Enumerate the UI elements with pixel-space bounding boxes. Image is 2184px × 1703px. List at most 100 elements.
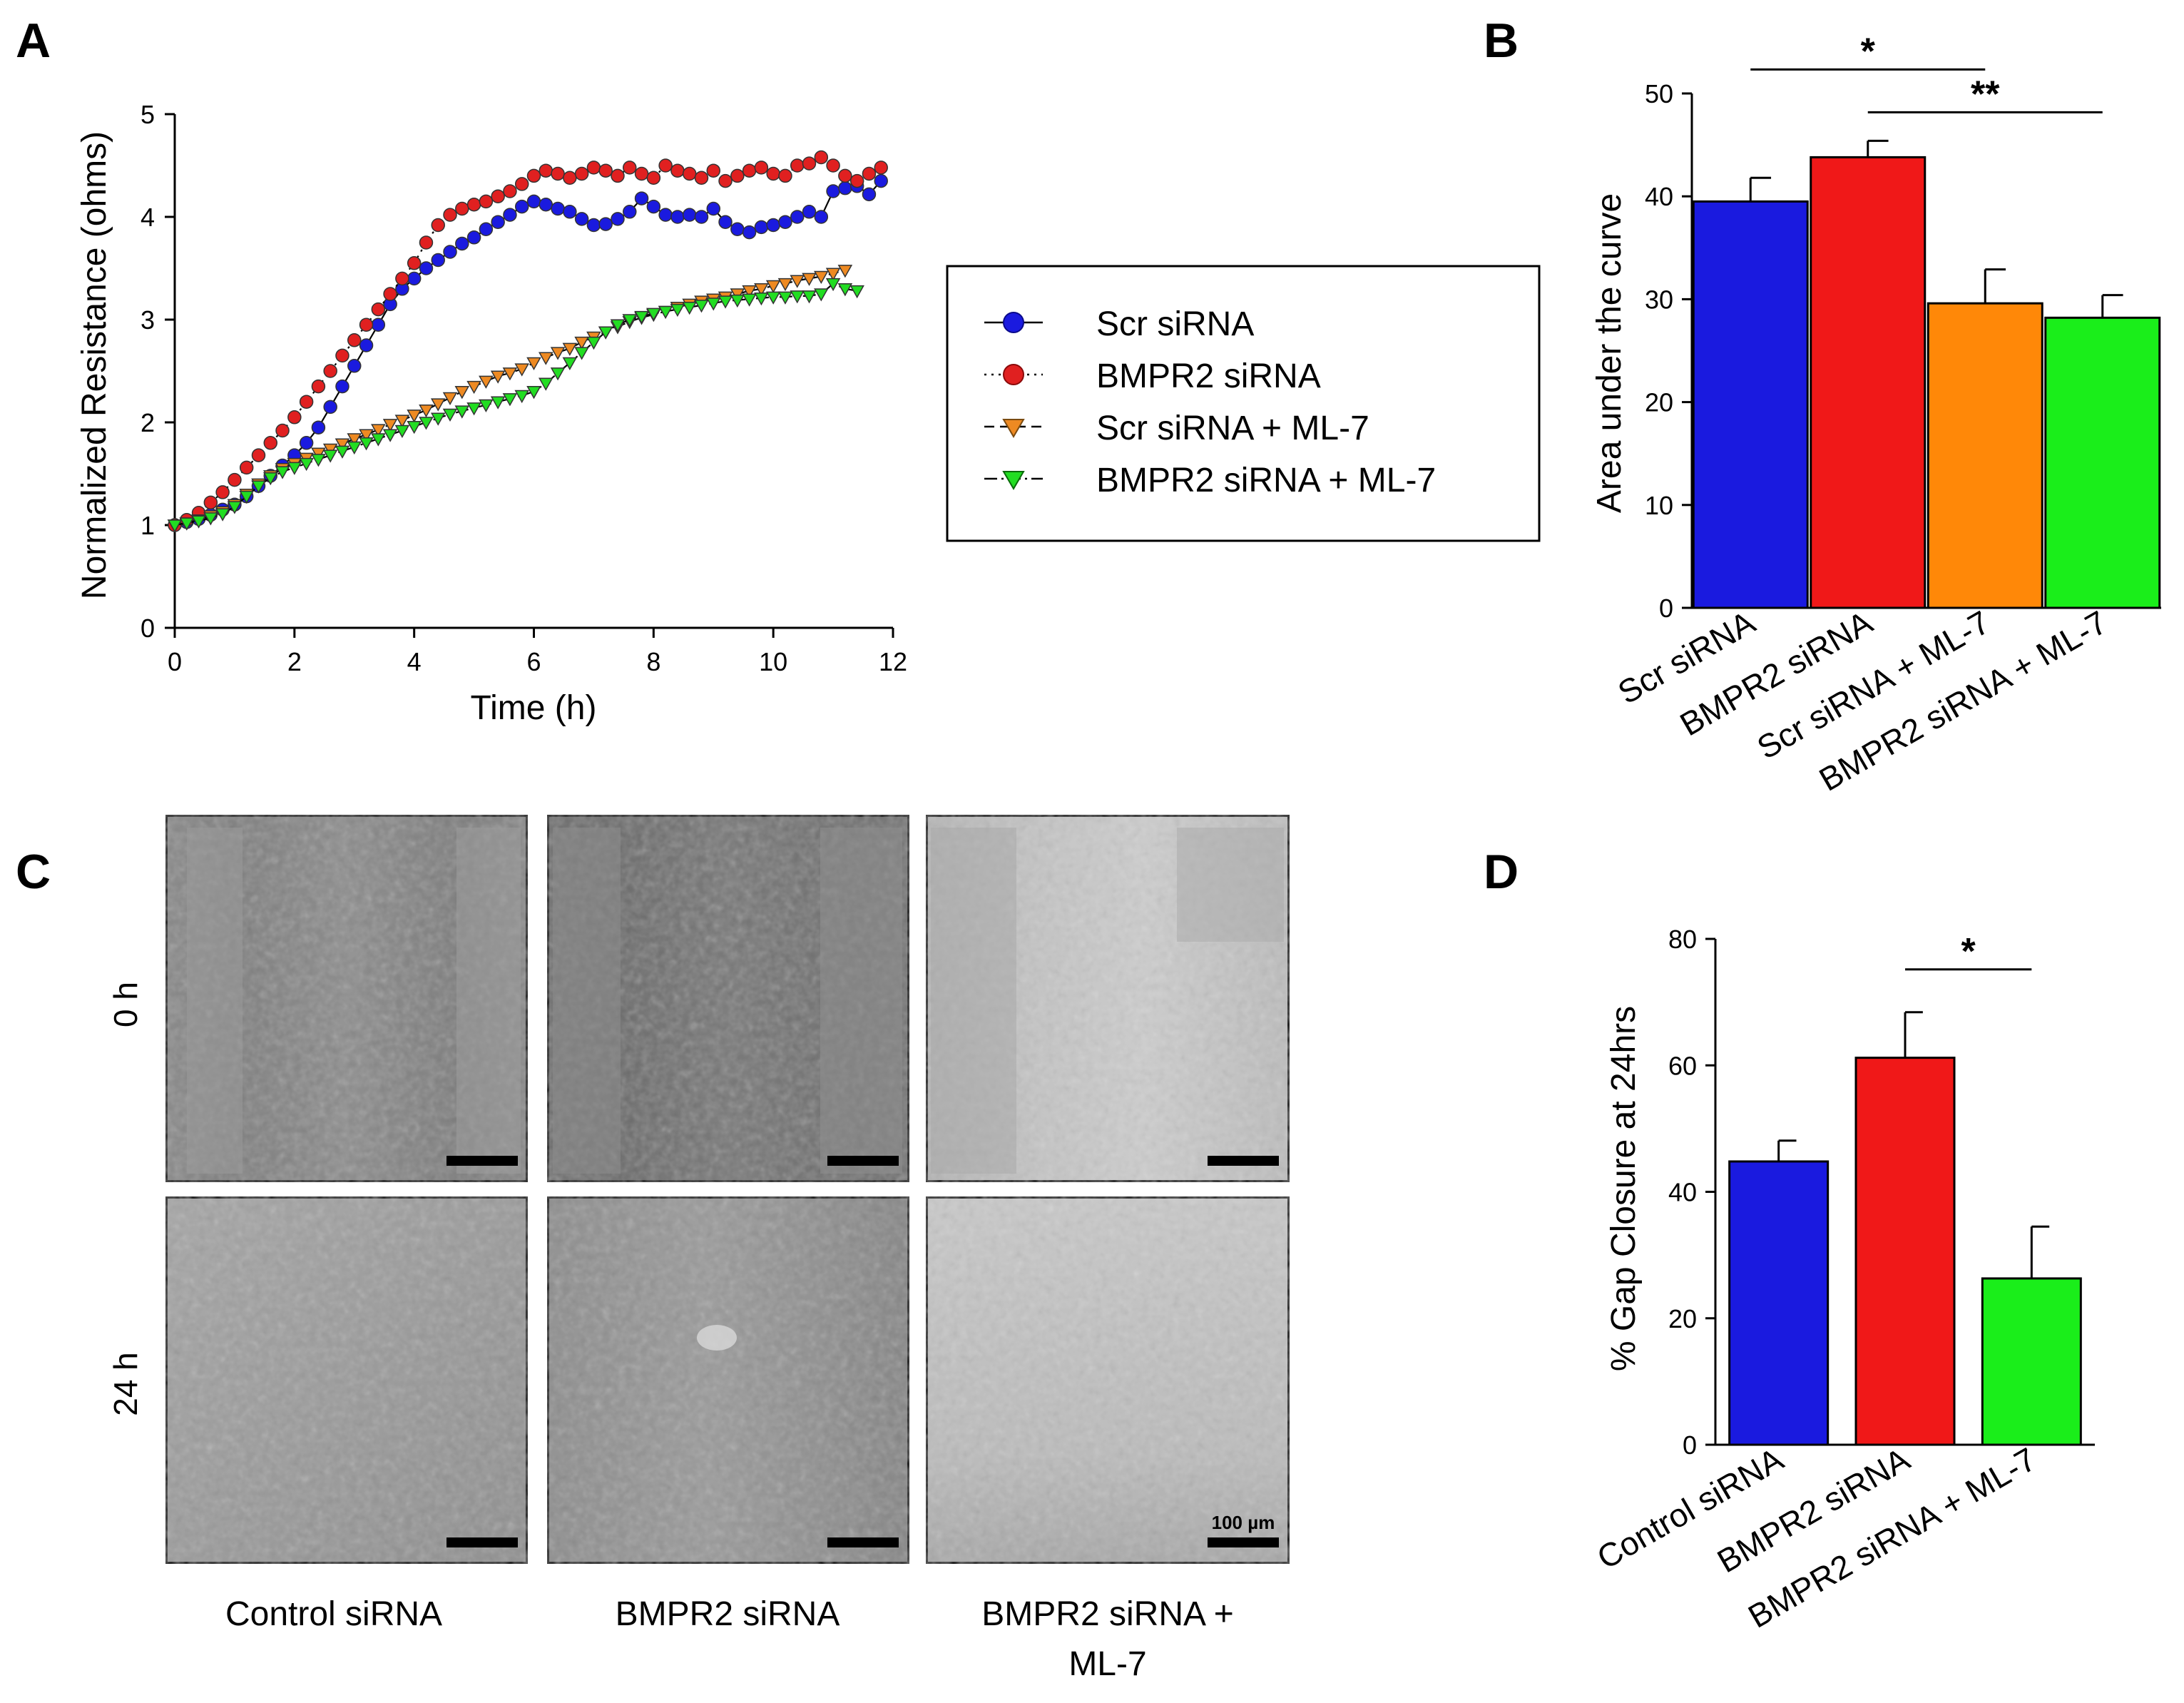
data-point bbox=[826, 184, 840, 198]
data-point bbox=[335, 445, 350, 459]
scale-bar-label: 100 µm bbox=[1212, 1512, 1275, 1533]
data-point bbox=[539, 352, 553, 365]
legend-marker-scr-ml7 bbox=[1002, 419, 1025, 438]
data-point bbox=[849, 173, 864, 188]
chart-a-ylabel: Normalized Resistance (ohms) bbox=[76, 131, 113, 599]
micrograph-control-24h bbox=[163, 1194, 530, 1566]
data-point bbox=[455, 201, 469, 216]
data-point bbox=[466, 230, 481, 245]
x-tick-label: 10 bbox=[759, 647, 787, 676]
y-tick-label: 0 bbox=[1683, 1430, 1697, 1460]
data-point bbox=[275, 466, 290, 479]
data-point bbox=[777, 278, 793, 292]
data-point bbox=[228, 472, 242, 487]
panel-label-b: B bbox=[1484, 14, 1519, 68]
scale-bar bbox=[827, 1156, 899, 1166]
scale-bar bbox=[1208, 1537, 1279, 1547]
legend-entry-scr-ml7: Scr siRNA + ML-7 bbox=[984, 410, 1369, 447]
data-point bbox=[251, 448, 266, 462]
data-point bbox=[837, 265, 853, 278]
data-point bbox=[598, 326, 613, 340]
data-point bbox=[323, 400, 337, 415]
chart-a-series bbox=[167, 150, 888, 533]
data-point bbox=[215, 508, 230, 522]
chart-d-significance: * bbox=[1905, 931, 2032, 972]
panel-label-d: D bbox=[1484, 845, 1519, 899]
data-point bbox=[742, 285, 757, 299]
data-point bbox=[466, 380, 481, 395]
legend-entry-scr: Scr siRNA bbox=[984, 305, 1254, 343]
data-point bbox=[574, 212, 589, 226]
data-point bbox=[299, 457, 314, 472]
data-point bbox=[514, 363, 529, 377]
data-point bbox=[227, 501, 243, 514]
bar bbox=[2044, 316, 2161, 609]
data-point bbox=[706, 163, 720, 178]
data-point bbox=[311, 379, 326, 394]
micrograph-bmpr2-0h bbox=[545, 813, 912, 1184]
data-point bbox=[359, 317, 374, 332]
column-label-bmpr2-ml7-line1: BMPR2 siRNA + bbox=[981, 1595, 1233, 1633]
data-point bbox=[754, 283, 769, 297]
data-point bbox=[622, 314, 638, 327]
data-point bbox=[623, 205, 637, 219]
data-point bbox=[490, 396, 506, 410]
data-point bbox=[814, 288, 829, 302]
chart-a-legend: Scr siRNA BMPR2 siRNA Scr siRNA + ML-7 B… bbox=[946, 265, 1541, 542]
data-point bbox=[742, 225, 757, 240]
data-point bbox=[862, 166, 877, 181]
y-tick-label: 4 bbox=[141, 203, 155, 232]
data-point bbox=[203, 495, 218, 510]
data-point bbox=[275, 423, 290, 438]
data-point bbox=[490, 370, 506, 384]
data-point bbox=[514, 390, 529, 404]
chart-b-axes: 0 10 20 30 40 50 bbox=[1645, 79, 2161, 623]
scale-bar bbox=[827, 1537, 899, 1547]
micrograph-control-0h bbox=[163, 813, 530, 1184]
data-point bbox=[503, 184, 517, 198]
legend-label-scr-ml7: Scr siRNA + ML-7 bbox=[1096, 410, 1369, 447]
legend-marker-scr bbox=[1003, 312, 1024, 333]
data-point bbox=[646, 307, 661, 321]
data-point bbox=[598, 163, 613, 178]
data-point bbox=[814, 270, 829, 285]
data-point bbox=[514, 177, 529, 191]
bar bbox=[1692, 200, 1809, 609]
panel-label-a: A bbox=[16, 14, 51, 68]
row-label-0h: 0 h bbox=[107, 982, 144, 1027]
data-point bbox=[442, 392, 458, 405]
data-point bbox=[634, 166, 649, 181]
data-point bbox=[718, 295, 733, 309]
data-point bbox=[239, 460, 254, 475]
data-point bbox=[203, 512, 218, 526]
data-point bbox=[371, 302, 386, 317]
data-point bbox=[658, 305, 673, 320]
data-point bbox=[479, 222, 494, 237]
micrograph-bmpr2-ml7-24h: 100 µm bbox=[924, 1194, 1292, 1566]
data-point bbox=[802, 156, 817, 171]
data-point bbox=[694, 210, 709, 224]
data-point bbox=[790, 210, 805, 224]
data-point bbox=[335, 438, 350, 452]
legend-marker-bmpr2-ml7 bbox=[1002, 471, 1025, 490]
data-point bbox=[694, 171, 709, 185]
data-point bbox=[646, 199, 661, 214]
data-point bbox=[838, 181, 852, 195]
y-tick-label: 0 bbox=[1659, 594, 1673, 623]
data-point bbox=[874, 161, 888, 175]
data-point bbox=[431, 253, 445, 268]
data-point bbox=[562, 342, 578, 356]
data-point bbox=[479, 375, 494, 389]
data-point bbox=[539, 377, 553, 391]
data-point bbox=[766, 218, 780, 233]
data-point bbox=[682, 208, 697, 222]
data-point bbox=[742, 293, 757, 307]
y-tick-label: 20 bbox=[1645, 388, 1673, 417]
data-point bbox=[754, 161, 769, 175]
series-line bbox=[174, 283, 857, 527]
data-point bbox=[563, 171, 577, 185]
data-point bbox=[311, 454, 326, 467]
